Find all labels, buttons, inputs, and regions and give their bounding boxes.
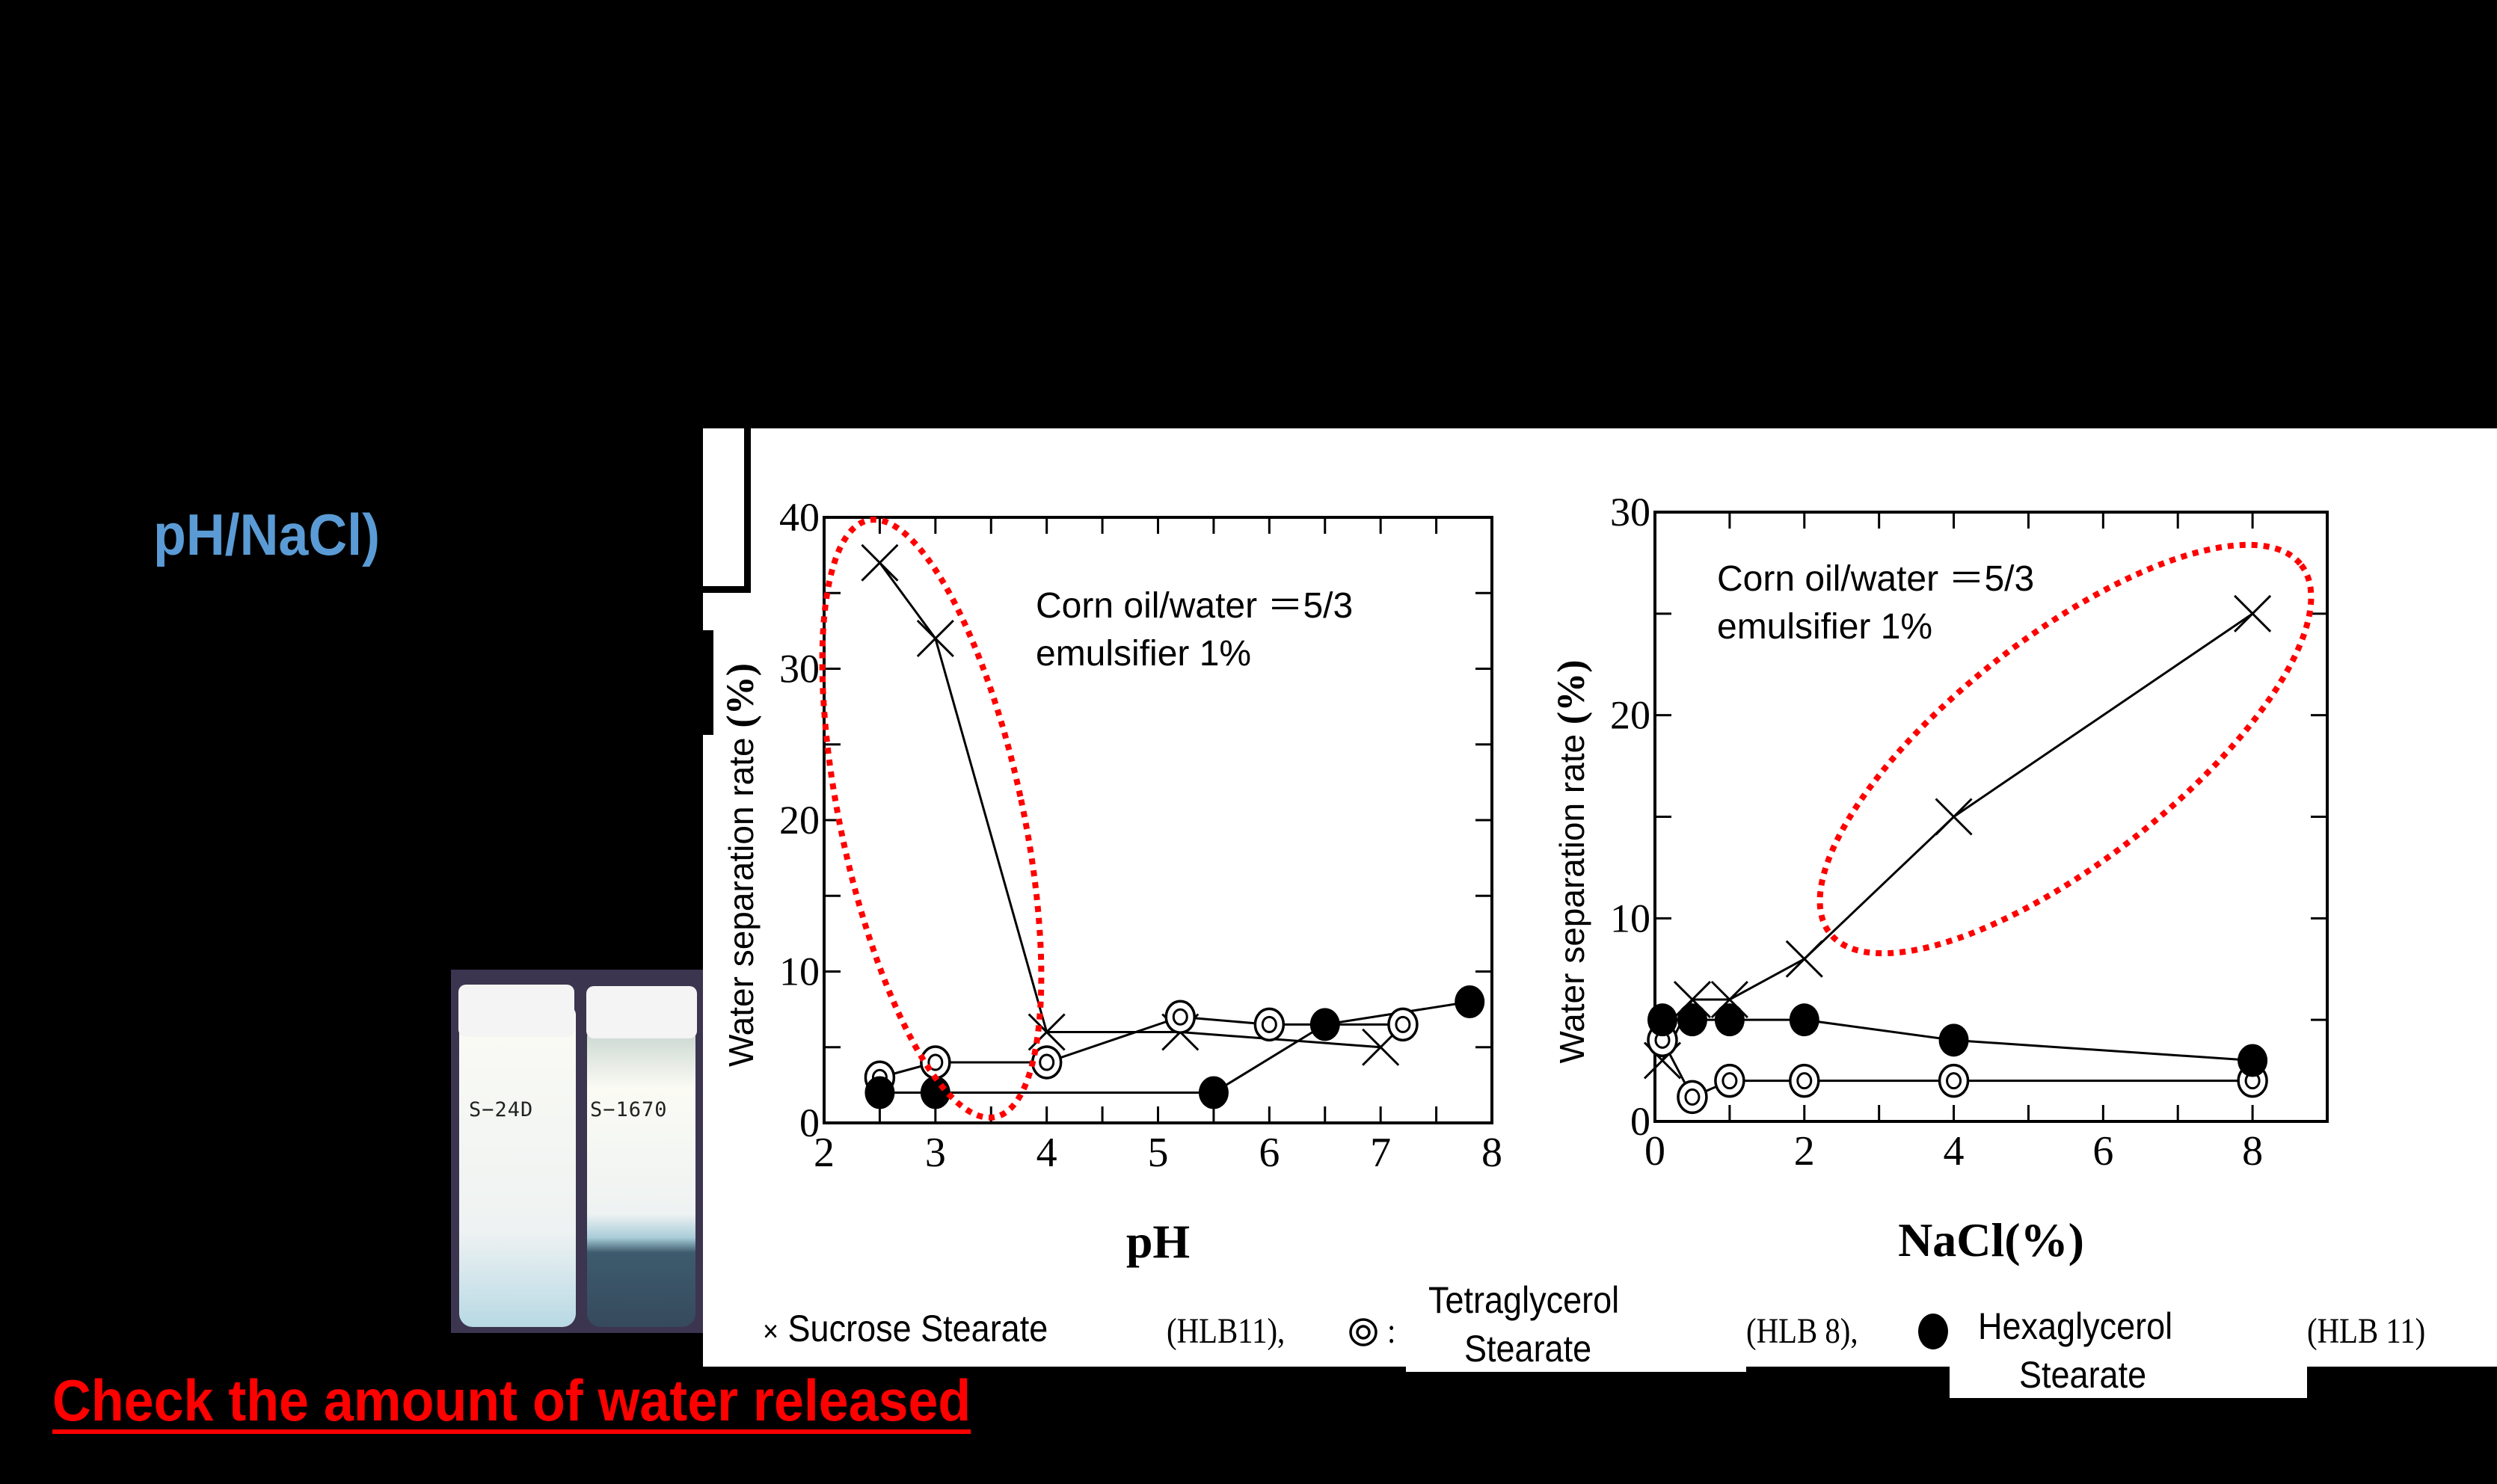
slide-caption: Check the amount of water released bbox=[52, 1367, 971, 1433]
filled-circle-marker-icon bbox=[1309, 1008, 1340, 1041]
filled-circle-marker-icon bbox=[1677, 1003, 1707, 1037]
legend-label-hexaglycerol-1: Hexaglycerol bbox=[1978, 1305, 2173, 1347]
legend-hlb-hexaglycerol: (HLB 11) bbox=[2307, 1311, 2426, 1351]
x-tick-label: 3 bbox=[925, 1130, 946, 1176]
panel-frame-bar bbox=[695, 630, 713, 735]
double-circle-marker-icon bbox=[1253, 1007, 1286, 1042]
y-tick-label: 20 bbox=[1610, 693, 1650, 738]
chart-nacl: 0 10 20 30 0 2 4 6 8 NaCl(%) Water separation rate… bbox=[1550, 490, 2329, 1266]
chart-annotation: emulsifier 1% bbox=[1036, 634, 1251, 674]
x-tick-label: 6 bbox=[1259, 1130, 1280, 1176]
cross-marker-icon bbox=[861, 544, 899, 582]
y-tick-label: 30 bbox=[779, 647, 820, 692]
x-axis-label: pH bbox=[1126, 1215, 1190, 1268]
x-tick-label: 2 bbox=[814, 1130, 835, 1176]
chart-panel bbox=[703, 428, 2497, 1367]
double-circle-marker-icon bbox=[920, 1045, 951, 1080]
double-circle-marker-icon bbox=[1714, 1063, 1745, 1098]
double-circle-marker-icon bbox=[1938, 1063, 1970, 1098]
double-circle-marker-icon bbox=[1677, 1080, 1708, 1115]
plot-frame bbox=[1653, 511, 2329, 1123]
filled-circle-marker-icon bbox=[2238, 1044, 2268, 1077]
panel-frame-notch bbox=[703, 428, 751, 593]
cross-marker-icon bbox=[2234, 594, 2272, 632]
filled-circle-marker-icon bbox=[1198, 1076, 1229, 1109]
filled-circle-marker-icon bbox=[1714, 1003, 1745, 1037]
chart-annotation: emulsifier 1% bbox=[1717, 607, 1932, 647]
highlight-ellipse bbox=[819, 517, 1045, 1121]
x-tick-label: 2 bbox=[1794, 1128, 1815, 1174]
y-tick-label: 0 bbox=[1630, 1099, 1650, 1144]
legend-bg-1 bbox=[740, 1297, 1159, 1351]
vial-left bbox=[459, 1007, 576, 1327]
x-axis-label: NaCl(%) bbox=[1898, 1213, 2084, 1266]
legend-label-sucrose: Sucrose Stearate bbox=[787, 1308, 1048, 1349]
double-circle-marker-icon bbox=[1387, 1007, 1419, 1042]
y-tick-label: 30 bbox=[1610, 490, 1650, 535]
legend-hlb-sucrose: (HLB11), bbox=[1167, 1311, 1286, 1351]
series-line bbox=[1661, 612, 2253, 1062]
filled-circle-marker-icon bbox=[1647, 1003, 1677, 1037]
double-circle-marker-icon bbox=[1789, 1063, 1820, 1098]
y-axis-label: Water separation rate (%) bbox=[719, 663, 762, 1067]
y-tick-label: 40 bbox=[779, 495, 820, 540]
legend-label-hexaglycerol-2: Stearate bbox=[2019, 1354, 2147, 1396]
legend-label-tetraglycerol-1: Tetraglycerol bbox=[1428, 1279, 1620, 1321]
filled-circle-marker-icon bbox=[864, 1076, 895, 1109]
filled-circle-marker-icon bbox=[920, 1076, 950, 1109]
legend-hlb-tetraglycerol: (HLB 8), bbox=[1746, 1311, 1858, 1351]
x-tick-label: 8 bbox=[2242, 1128, 2263, 1174]
x-tick-label: 0 bbox=[1644, 1128, 1665, 1174]
filled-circle-marker-icon bbox=[1918, 1314, 1948, 1349]
filled-circle-marker-icon bbox=[1455, 985, 1485, 1018]
vial-left-label: S−24D bbox=[469, 1098, 534, 1121]
cross-marker-icon bbox=[1028, 1013, 1066, 1051]
chart-ph: 0 10 20 30 40 2 3 4 5 6 7 8 pH Water separation rate … bbox=[719, 495, 1502, 1268]
y-tick-label: 10 bbox=[1610, 896, 1650, 940]
x-tick-label: 8 bbox=[1481, 1130, 1502, 1176]
cross-marker-icon bbox=[1935, 798, 1973, 836]
cross-marker-icon bbox=[1785, 940, 1823, 978]
y-tick-label: 20 bbox=[779, 798, 820, 843]
double-circle-marker-icon bbox=[1031, 1045, 1063, 1080]
legend-bg-3 bbox=[1950, 1271, 2307, 1398]
double-circle-marker-icon bbox=[1348, 1317, 1378, 1351]
y-tick-label: 10 bbox=[779, 949, 820, 994]
highlight-ellipse bbox=[1816, 541, 2315, 957]
filled-circle-marker-icon bbox=[1789, 1003, 1819, 1037]
vial-right-label: S−1670 bbox=[590, 1098, 668, 1121]
double-circle-marker-icon bbox=[1164, 1000, 1197, 1034]
y-tick-label: 0 bbox=[799, 1100, 820, 1145]
chart-annotation: Corn oil/water ＝5/3 bbox=[1717, 559, 2034, 599]
filled-circle-marker-icon bbox=[1938, 1023, 1969, 1057]
x-tick-label: 6 bbox=[2092, 1128, 2113, 1174]
x-tick-label: 4 bbox=[1036, 1130, 1057, 1176]
x-tick-label: 5 bbox=[1148, 1130, 1169, 1176]
x-tick-label: 7 bbox=[1370, 1130, 1391, 1176]
vial-right-cap bbox=[586, 986, 697, 1038]
vial-left-cap bbox=[458, 985, 574, 1037]
cross-marker-icon: × bbox=[763, 1315, 779, 1348]
slide-subtitle: pH/NaCl) bbox=[153, 502, 380, 567]
x-tick-label: 4 bbox=[1944, 1128, 1965, 1174]
vials-photo: S−24D S−1670 bbox=[451, 970, 703, 1333]
y-axis-label: Water separation rate (%) bbox=[1550, 659, 1593, 1063]
legend-bg-2 bbox=[1406, 1271, 1746, 1372]
legend-colon: : bbox=[1387, 1311, 1396, 1351]
legend-item-sucrose: × Sucrose Stearate bbox=[763, 1307, 1048, 1350]
chart-annotation: Corn oil/water ＝5/3 bbox=[1036, 586, 1353, 626]
cross-marker-icon bbox=[916, 619, 954, 658]
legend-label-tetraglycerol-2: Stearate bbox=[1464, 1328, 1592, 1370]
vial-right bbox=[587, 1029, 695, 1327]
